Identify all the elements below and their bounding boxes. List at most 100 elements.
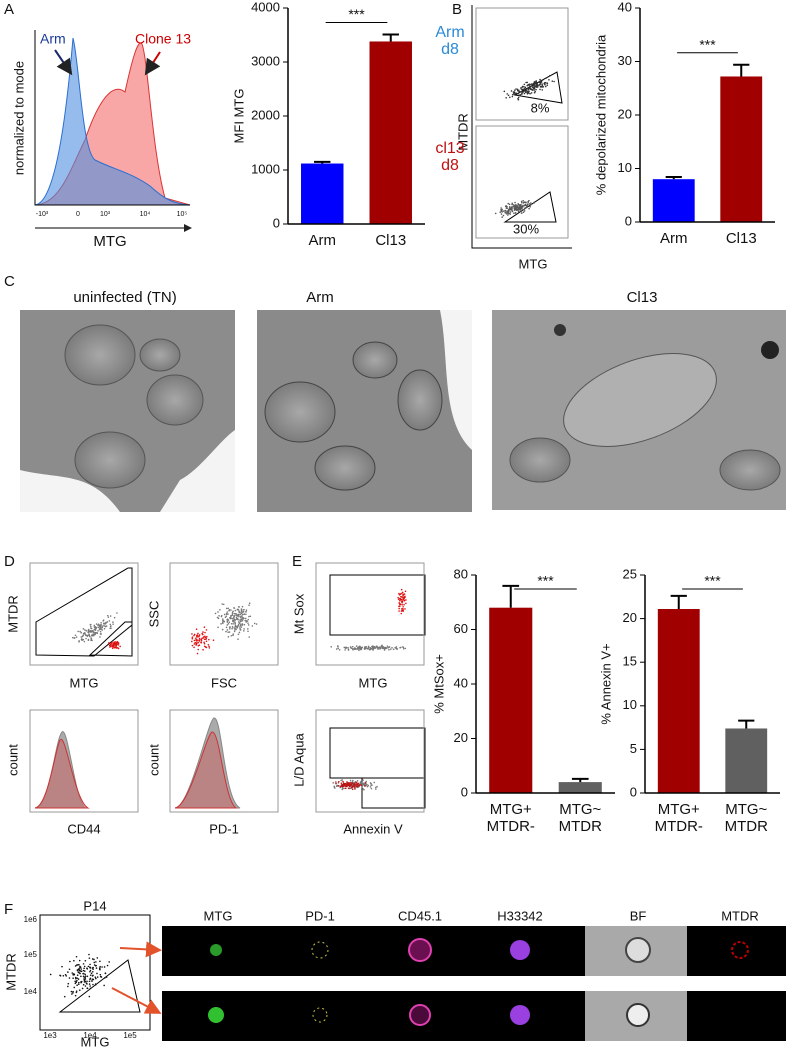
tick-label: 1e4 <box>83 1031 97 1040</box>
event-dot <box>518 90 521 93</box>
y-tick-label: 0 <box>630 784 637 799</box>
event-dot <box>505 212 508 215</box>
event-dot <box>233 615 235 618</box>
event-dot <box>227 636 230 638</box>
event-dot <box>401 603 403 606</box>
event-dot <box>247 622 249 624</box>
axis-label: MTDR <box>5 595 20 633</box>
event-dot <box>89 977 92 980</box>
event-dot <box>75 991 78 994</box>
event-dot <box>375 786 377 789</box>
event-dot <box>248 604 250 606</box>
event-dot <box>228 609 231 611</box>
event-dot <box>514 211 517 214</box>
event-dot <box>544 85 547 88</box>
event-dot <box>340 779 342 782</box>
tick-label: 1e5 <box>24 950 38 959</box>
event-dot <box>194 641 197 644</box>
event-dot <box>71 972 74 974</box>
event-dot <box>522 202 525 204</box>
event-dot <box>372 649 374 651</box>
event-dot <box>84 981 87 983</box>
event-dot <box>100 622 102 624</box>
event-dot <box>193 634 195 637</box>
label-box: cl13 d8 <box>435 140 464 174</box>
y-tick-label: 15 <box>623 654 637 669</box>
event-dot <box>403 603 405 606</box>
event-dot <box>340 782 343 784</box>
event-dot <box>240 615 243 617</box>
event-dot <box>239 627 241 630</box>
event-dot <box>99 973 102 976</box>
event-dot <box>347 787 350 790</box>
event-dot <box>504 211 507 214</box>
event-dot <box>243 630 245 632</box>
event-dot <box>525 89 528 91</box>
event-dot <box>539 78 541 81</box>
event-dot <box>222 603 225 606</box>
event-dot <box>236 615 238 617</box>
event-dot <box>357 782 360 785</box>
event-dot <box>91 634 94 637</box>
image-title: uninfected (TN) <box>73 289 176 306</box>
event-dot <box>234 609 237 612</box>
event-dot <box>524 204 527 206</box>
event-dot <box>117 644 120 646</box>
event-dot <box>240 623 242 626</box>
event-dot <box>376 646 378 649</box>
event-dot <box>80 638 83 641</box>
event-dot <box>226 618 228 621</box>
event-dot <box>388 646 390 649</box>
event-dot <box>242 611 244 613</box>
event-dot <box>520 200 523 203</box>
event-dot <box>115 644 118 647</box>
tick-label: 0 <box>76 211 80 218</box>
event-dot <box>72 977 74 979</box>
event-dot <box>517 208 519 210</box>
event-dot <box>87 630 90 633</box>
event-dot <box>93 624 96 627</box>
event-dot <box>249 615 252 618</box>
event-dot <box>225 612 228 615</box>
event-dot <box>193 639 196 642</box>
event-dot <box>241 605 244 608</box>
bar <box>301 163 344 224</box>
y-tick-label: 1000 <box>251 161 280 176</box>
event-dot <box>89 974 92 976</box>
image-title: Arm <box>306 289 334 306</box>
event-dot <box>92 966 94 969</box>
event-dot <box>74 982 77 985</box>
event-dot <box>516 206 519 209</box>
event-dot <box>518 204 521 207</box>
event-dot <box>239 619 241 621</box>
event-dot <box>517 92 520 95</box>
event-dot <box>536 84 539 87</box>
event-dot <box>516 88 519 91</box>
event-dot <box>91 978 94 980</box>
event-dot <box>351 788 354 791</box>
bar <box>725 728 768 793</box>
flow-plot <box>315 709 425 813</box>
event-dot <box>511 209 513 212</box>
event-dot <box>198 644 201 647</box>
axis-label: L/D Aqua <box>291 732 306 786</box>
event-dot <box>238 631 241 634</box>
event-dot <box>535 80 537 82</box>
event-dot <box>511 95 514 98</box>
event-dot <box>228 621 231 623</box>
y-tick-label: 30 <box>618 53 632 68</box>
flow-plot <box>29 709 139 813</box>
event-dot <box>112 645 115 648</box>
event-dot <box>367 645 370 648</box>
event-dot <box>395 646 398 648</box>
event-dot <box>100 628 102 630</box>
event-dot <box>82 972 84 975</box>
event-dot <box>401 646 404 648</box>
event-dot <box>203 642 206 645</box>
event-dot <box>193 643 196 645</box>
event-dot <box>94 983 97 986</box>
event-dot <box>220 615 223 618</box>
label-box: MTG+ MTDR- <box>487 801 535 835</box>
event-dot <box>97 626 100 629</box>
event-dot <box>530 203 533 206</box>
